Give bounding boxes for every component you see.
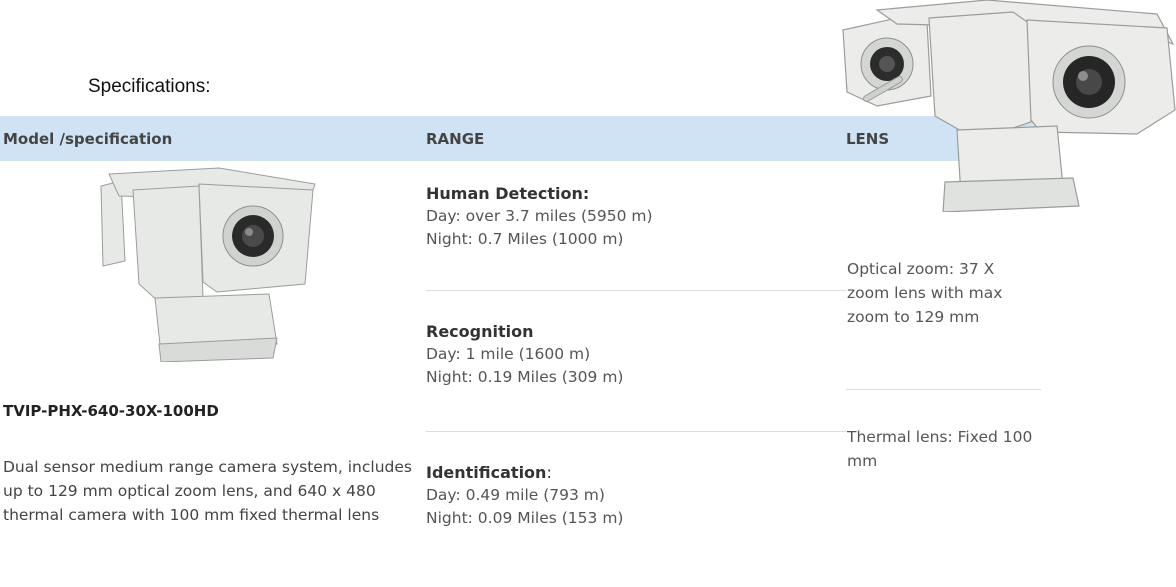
recognition-title: Recognition bbox=[426, 322, 534, 341]
human-detection-title: Human Detection: bbox=[426, 184, 590, 203]
header-range: RANGE bbox=[426, 130, 485, 148]
human-detection-night: Night: 0.7 Miles (1000 m) bbox=[426, 230, 624, 248]
range-human-detection: Human Detection: Day: over 3.7 miles (59… bbox=[426, 183, 826, 251]
camera-product-image bbox=[100, 167, 316, 362]
identification-night: Night: 0.09 Miles (153 m) bbox=[426, 509, 624, 527]
range-divider bbox=[426, 431, 846, 432]
specifications-intro: Specifications: bbox=[88, 76, 211, 97]
range-identification: Identification: Day: 0.49 mile (793 m) N… bbox=[426, 462, 826, 530]
header-model-specification: Model /specification bbox=[3, 130, 173, 148]
model-name: TVIP-PHX-640-30X-100HD bbox=[3, 402, 219, 420]
human-detection-day: Day: over 3.7 miles (5950 m) bbox=[426, 207, 653, 225]
header-lens: LENS bbox=[846, 130, 890, 148]
lens-optical: Optical zoom: 37 X zoom lens with max zo… bbox=[847, 260, 1003, 326]
model-description: Dual sensor medium range camera system, … bbox=[3, 458, 412, 524]
range-recognition: Recognition Day: 1 mile (1600 m) Night: … bbox=[426, 321, 826, 389]
identification-title: Identification: bbox=[426, 463, 552, 482]
identification-day: Day: 0.49 mile (793 m) bbox=[426, 486, 605, 504]
camera-hero-image bbox=[842, 0, 1176, 212]
recognition-night: Night: 0.19 Miles (309 m) bbox=[426, 368, 624, 386]
table-header: Model /specification RANGE LENS bbox=[0, 116, 1046, 161]
lens-thermal: Thermal lens: Fixed 100 mm bbox=[847, 428, 1033, 470]
range-divider bbox=[426, 290, 846, 291]
recognition-day: Day: 1 mile (1600 m) bbox=[426, 345, 591, 363]
lens-divider bbox=[846, 389, 1041, 390]
